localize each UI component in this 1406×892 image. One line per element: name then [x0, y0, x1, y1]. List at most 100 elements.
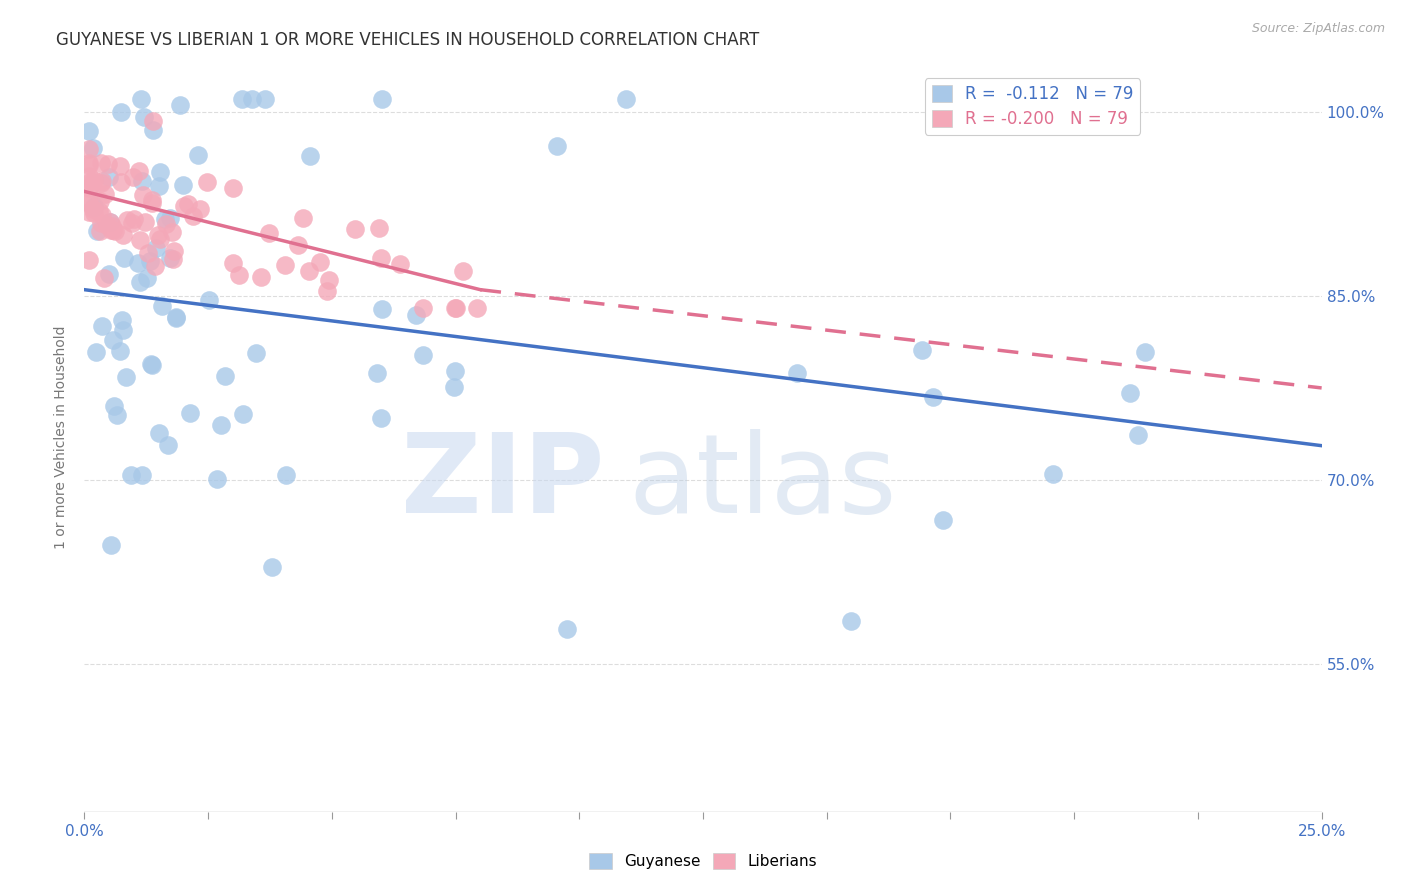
Point — [132, 110, 155, 124]
Point — [90, 217, 112, 231]
Point — [141, 358, 163, 372]
Point — [274, 258, 297, 272]
Point — [1042, 467, 1064, 482]
Point — [389, 257, 412, 271]
Point — [259, 226, 281, 240]
Point — [443, 380, 465, 394]
Point — [142, 123, 165, 137]
Point — [129, 275, 152, 289]
Point — [250, 269, 273, 284]
Point — [136, 245, 159, 260]
Point — [254, 92, 277, 106]
Point — [110, 160, 132, 174]
Point — [155, 218, 177, 232]
Point — [614, 92, 637, 106]
Point — [98, 170, 121, 185]
Point — [121, 170, 143, 185]
Point — [97, 157, 120, 171]
Point — [231, 92, 253, 106]
Point — [139, 254, 162, 268]
Point — [228, 268, 250, 282]
Point — [260, 559, 283, 574]
Point — [205, 473, 228, 487]
Point — [79, 169, 101, 183]
Text: atlas: atlas — [628, 428, 897, 535]
Point — [150, 299, 173, 313]
Point — [451, 263, 474, 277]
Point — [195, 175, 218, 189]
Point — [179, 406, 201, 420]
Point — [79, 142, 101, 156]
Point — [100, 538, 122, 552]
Point — [162, 225, 184, 239]
Point — [172, 178, 194, 193]
Point — [90, 208, 112, 222]
Point — [89, 194, 111, 208]
Point — [165, 311, 187, 326]
Point — [366, 366, 388, 380]
Text: Source: ZipAtlas.com: Source: ZipAtlas.com — [1251, 22, 1385, 36]
Point — [136, 271, 159, 285]
Text: GUYANESE VS LIBERIAN 1 OR MORE VEHICLES IN HOUSEHOLD CORRELATION CHART: GUYANESE VS LIBERIAN 1 OR MORE VEHICLES … — [56, 31, 759, 49]
Point — [159, 251, 181, 265]
Point — [108, 343, 131, 358]
Point — [79, 180, 101, 194]
Point — [148, 425, 170, 440]
Point — [371, 92, 394, 106]
Point — [318, 273, 340, 287]
Point — [94, 186, 117, 201]
Point — [87, 204, 110, 219]
Point — [298, 149, 321, 163]
Point — [169, 98, 191, 112]
Point — [1118, 386, 1140, 401]
Point — [111, 313, 134, 327]
Legend: R =  -0.112   N = 79, R = -0.200   N = 79: R = -0.112 N = 79, R = -0.200 N = 79 — [925, 78, 1140, 135]
Point — [163, 244, 186, 258]
Point — [187, 147, 209, 161]
Text: ZIP: ZIP — [401, 428, 605, 535]
Point — [222, 181, 245, 195]
Point — [343, 222, 366, 236]
Point — [240, 92, 263, 106]
Point — [141, 195, 163, 210]
Point — [165, 310, 187, 324]
Point — [911, 343, 934, 357]
Point — [91, 174, 114, 188]
Point — [412, 348, 434, 362]
Point — [129, 233, 152, 247]
Point — [465, 301, 488, 315]
Point — [232, 407, 254, 421]
Point — [148, 227, 170, 242]
Point — [786, 366, 808, 380]
Point — [79, 180, 101, 194]
Point — [546, 139, 568, 153]
Point — [110, 175, 132, 189]
Point — [82, 202, 104, 216]
Point — [90, 176, 112, 190]
Point — [86, 224, 108, 238]
Point — [412, 301, 434, 315]
Point — [131, 174, 153, 188]
Point — [110, 105, 132, 120]
Point — [89, 224, 111, 238]
Point — [104, 224, 127, 238]
Point — [188, 202, 211, 217]
Y-axis label: 1 or more Vehicles in Household: 1 or more Vehicles in Household — [55, 326, 69, 549]
Point — [79, 252, 101, 267]
Point — [932, 513, 955, 527]
Point — [444, 301, 467, 315]
Point — [100, 223, 122, 237]
Point — [159, 211, 181, 225]
Point — [112, 251, 135, 265]
Point — [103, 400, 125, 414]
Point — [101, 219, 124, 234]
Point — [79, 205, 101, 219]
Point — [444, 364, 467, 378]
Point — [839, 614, 862, 628]
Point — [98, 215, 121, 229]
Point — [222, 256, 245, 270]
Point — [98, 268, 121, 282]
Point — [309, 255, 332, 269]
Point — [245, 346, 267, 360]
Point — [90, 155, 112, 169]
